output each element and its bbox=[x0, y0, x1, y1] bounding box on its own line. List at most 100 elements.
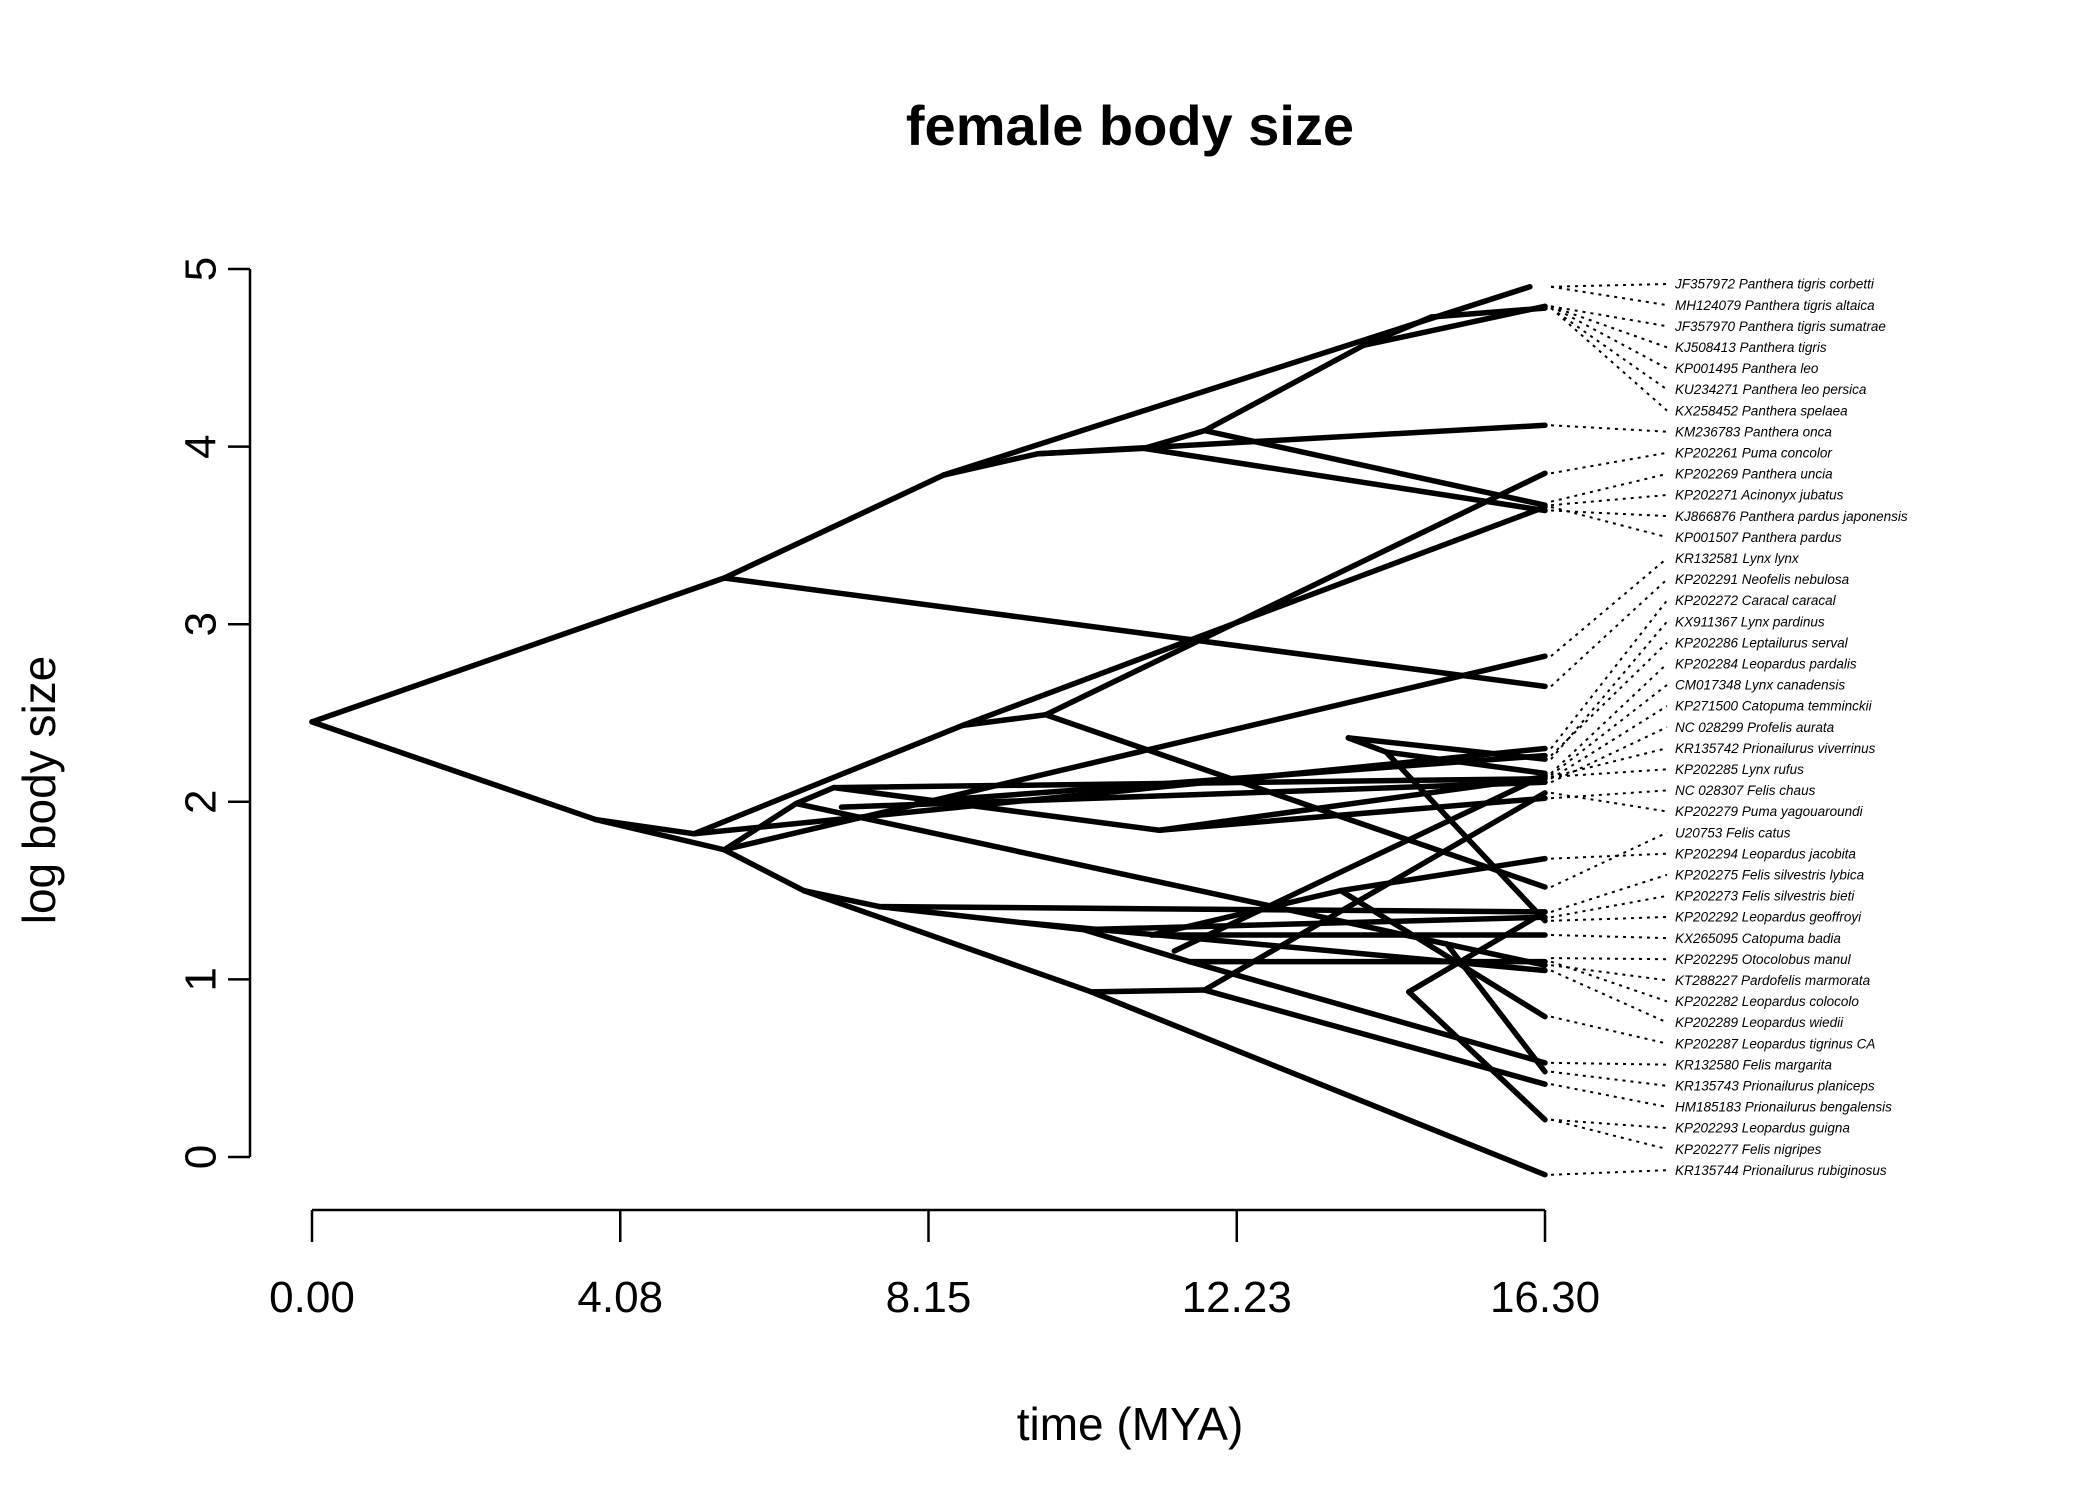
tip-connector bbox=[1550, 916, 1668, 922]
tip-label: KU234271 Panthera leo persica bbox=[1675, 382, 1867, 397]
tree-branch bbox=[800, 887, 1094, 995]
y-tick-label: 3 bbox=[176, 612, 225, 636]
tip-label: KP202285 Lynx rufus bbox=[1675, 762, 1804, 777]
tip-connector bbox=[1550, 451, 1668, 475]
tree-branch bbox=[1042, 712, 1548, 890]
tree-branch bbox=[1201, 427, 1548, 508]
tip-connector bbox=[1550, 1015, 1668, 1045]
tip-label: KP271500 Catopuma temminckii bbox=[1675, 699, 1873, 714]
tip-connector bbox=[1550, 305, 1668, 349]
tip-label: KR132581 Lynx lynx bbox=[1675, 551, 1800, 566]
tree-branch bbox=[1148, 887, 1344, 938]
tree-branch bbox=[721, 472, 947, 581]
tip-connector bbox=[1550, 663, 1668, 775]
tip-connector bbox=[1550, 831, 1668, 888]
tip-label: KP202261 Puma concolor bbox=[1675, 446, 1832, 461]
tree-branch bbox=[721, 800, 799, 853]
tip-label: KP202275 Felis silvestris lybica bbox=[1675, 868, 1865, 883]
tree-branch bbox=[1186, 958, 1548, 1066]
tip-labels: JF357972 Panthera tigris corbetti MH12407… bbox=[1550, 277, 1908, 1178]
tip-label: KP202284 Leopardus pardalis bbox=[1675, 657, 1857, 672]
tree-branch bbox=[914, 752, 1548, 805]
tip-label: KR135743 Prionailurus planiceps bbox=[1675, 1079, 1875, 1094]
tip-connector bbox=[1550, 506, 1668, 539]
tip-connector bbox=[1550, 1083, 1668, 1108]
tree-branch bbox=[1383, 749, 1548, 924]
tree-branch bbox=[1171, 772, 1548, 954]
tree-branch bbox=[1201, 790, 1548, 993]
tip-label: KP202269 Panthera uncia bbox=[1675, 467, 1833, 482]
tip-label: KP202294 Leopardus jacobita bbox=[1675, 846, 1856, 861]
y-tick-label: 1 bbox=[176, 967, 225, 991]
tip-connector bbox=[1550, 964, 1668, 982]
x-tick-label: 16.30 bbox=[1490, 1273, 1600, 1322]
tip-label: KP202273 Felis silvestris bieti bbox=[1675, 889, 1855, 904]
tree-branch bbox=[1345, 735, 1389, 755]
tree-branch bbox=[838, 779, 1548, 810]
tree-branch bbox=[691, 745, 1548, 837]
tip-label: KR135744 Prionailurus rubiginosus bbox=[1675, 1163, 1887, 1178]
tip-connector bbox=[1550, 307, 1668, 391]
tree-branch bbox=[1088, 989, 1548, 1178]
tree-branch bbox=[1338, 855, 1548, 894]
tip-connector bbox=[1550, 1070, 1668, 1087]
tip-connector bbox=[1550, 578, 1668, 688]
tree-branch bbox=[1035, 422, 1548, 457]
tip-connector bbox=[1550, 726, 1668, 784]
tip-label: KJ508413 Panthera tigris bbox=[1675, 340, 1827, 355]
tree-branch bbox=[1443, 941, 1548, 1075]
tip-connector bbox=[1550, 283, 1668, 288]
x-tick-label: 8.15 bbox=[886, 1273, 972, 1322]
tip-label: KT288227 Pardofelis marmorata bbox=[1675, 973, 1871, 988]
tip-label: KJ866876 Panthera pardus japonensis bbox=[1675, 509, 1908, 524]
tree-branch bbox=[959, 712, 1049, 729]
tip-connector bbox=[1550, 894, 1668, 919]
tip-connector bbox=[1550, 957, 1668, 961]
tree-branch bbox=[1080, 926, 1193, 965]
chart-title: female body size bbox=[906, 94, 1354, 157]
tip-label: CM017348 Lynx canadensis bbox=[1675, 678, 1845, 693]
tip-label: KM236783 Panthera onca bbox=[1675, 424, 1832, 439]
tip-connector bbox=[1550, 494, 1668, 507]
tree-branch bbox=[876, 903, 1548, 915]
tip-connector bbox=[1550, 307, 1668, 412]
tip-label: KX265095 Catopuma badia bbox=[1675, 931, 1841, 946]
tip-label: KP202287 Leopardus tigrinus CA bbox=[1675, 1036, 1875, 1051]
tip-label: KP202277 Felis nigripes bbox=[1675, 1142, 1822, 1157]
tree-branch bbox=[940, 450, 1041, 478]
tip-connector bbox=[1550, 305, 1668, 328]
y-tick-label: 5 bbox=[176, 257, 225, 281]
x-axis-label: time (MYA) bbox=[1017, 1398, 1244, 1450]
tip-connector bbox=[1550, 934, 1668, 940]
tree-branch bbox=[721, 575, 1548, 690]
tree-branch bbox=[721, 653, 1548, 853]
tip-label: KP202292 Leopardus geoffroyi bbox=[1675, 910, 1862, 925]
tree-branch bbox=[1406, 989, 1548, 1123]
tip-label: NC 028299 Profelis aurata bbox=[1675, 720, 1835, 735]
tip-connector bbox=[1550, 641, 1668, 757]
tip-connector bbox=[1550, 852, 1668, 860]
tip-connector bbox=[1550, 1061, 1668, 1066]
tip-connector bbox=[1550, 557, 1668, 657]
tip-label: KP202272 Caracal caracal bbox=[1675, 593, 1837, 608]
tree-branch bbox=[309, 719, 599, 823]
tree-branch bbox=[691, 722, 966, 837]
tree-branch bbox=[1201, 342, 1367, 434]
tip-label: KP202295 Otocolobus manul bbox=[1675, 952, 1852, 967]
tree-branch bbox=[1088, 987, 1208, 995]
tip-connector bbox=[1550, 620, 1668, 760]
x-tick-label: 0.00 bbox=[269, 1273, 355, 1322]
tip-label: KR135742 Prionailurus viverrinus bbox=[1675, 741, 1876, 756]
tree-branches bbox=[309, 284, 1548, 1178]
tip-connector bbox=[1550, 424, 1668, 433]
tip-label: KP202293 Leopardus guigna bbox=[1675, 1121, 1850, 1136]
x-tick-label: 4.08 bbox=[577, 1273, 663, 1322]
tip-connector bbox=[1550, 305, 1668, 370]
tip-connector bbox=[1550, 705, 1668, 780]
tip-connector bbox=[1550, 791, 1668, 813]
tree-branch bbox=[831, 784, 1162, 833]
tip-connector bbox=[1550, 768, 1668, 778]
y-tick-label: 4 bbox=[176, 434, 225, 458]
tip-connector bbox=[1550, 599, 1668, 750]
tip-connector bbox=[1550, 960, 1668, 1003]
